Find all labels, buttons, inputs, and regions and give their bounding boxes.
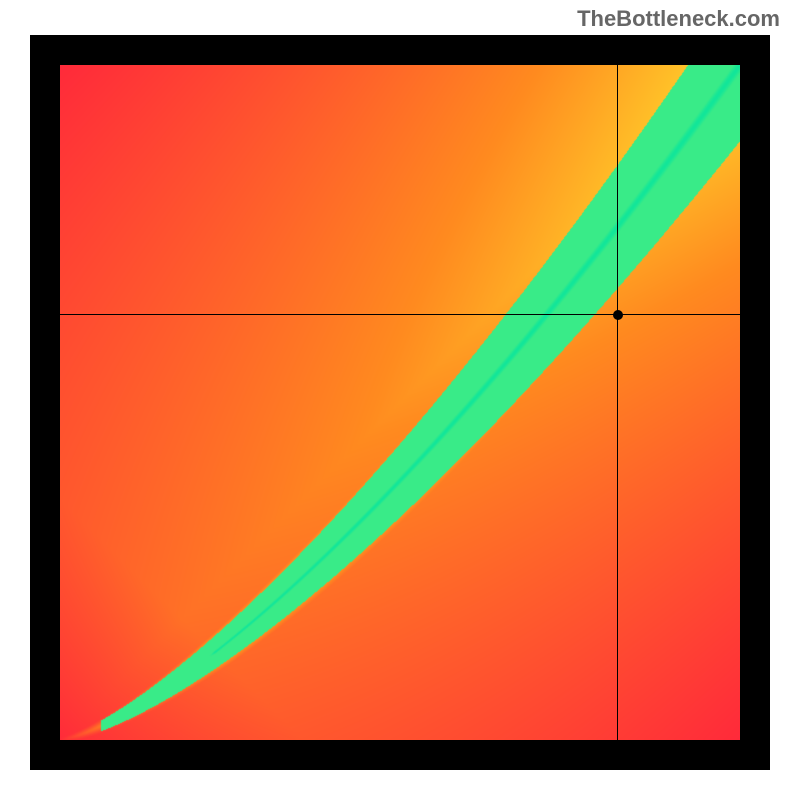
heatmap-canvas (60, 65, 740, 740)
crosshair-marker (613, 310, 623, 320)
chart-container: TheBottleneck.com (0, 0, 800, 800)
plot-frame (30, 35, 770, 770)
crosshair-vertical (617, 65, 618, 740)
crosshair-horizontal (60, 314, 740, 315)
watermark-text: TheBottleneck.com (577, 6, 780, 32)
